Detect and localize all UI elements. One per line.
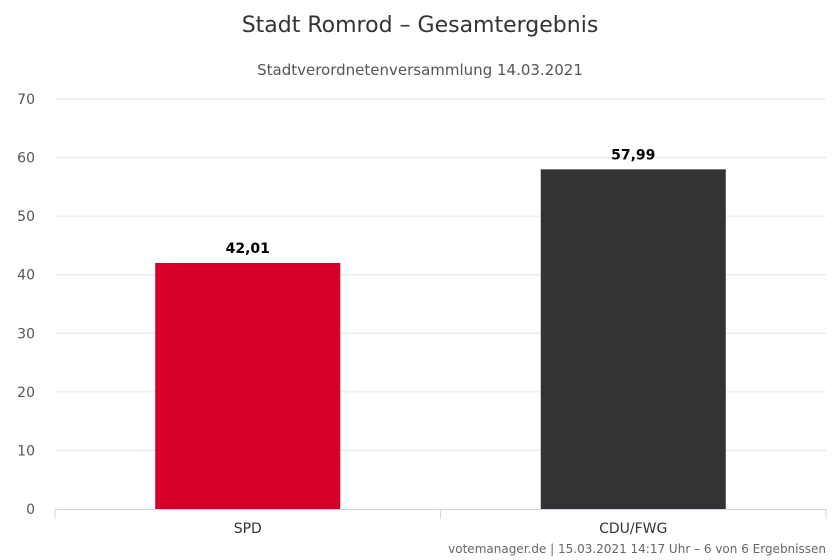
y-tick-label: 30 bbox=[17, 326, 35, 342]
y-tick-label: 60 bbox=[17, 151, 35, 167]
x-tick-label: CDU/FWG bbox=[599, 521, 667, 537]
credits-text[interactable]: votemanager.de | 15.03.2021 14:17 Uhr – … bbox=[448, 542, 826, 556]
x-axis: SPD CDU/FWG bbox=[54, 509, 827, 537]
bar[interactable] bbox=[155, 262, 341, 509]
y-tick-label: 40 bbox=[17, 268, 35, 284]
y-axis-ticks: 0 10 20 30 40 50 60 70 bbox=[17, 92, 35, 518]
x-tick-label: SPD bbox=[234, 521, 262, 537]
y-tick-label: 70 bbox=[17, 92, 35, 108]
y-tick-label: 10 bbox=[17, 443, 35, 459]
data-label: 42,01 bbox=[226, 241, 270, 257]
chart-subtitle: Stadtverordnetenversammlung 14.03.2021 bbox=[257, 61, 583, 79]
y-tick-label: 20 bbox=[17, 385, 35, 401]
chart-title: Stadt Romrod – Gesamtergebnis bbox=[242, 13, 599, 38]
y-tick-label: 0 bbox=[26, 502, 35, 518]
data-label: 57,99 bbox=[611, 147, 655, 163]
bar[interactable] bbox=[540, 169, 726, 509]
bars: 42,01 57,99 bbox=[155, 147, 726, 509]
y-tick-label: 50 bbox=[17, 209, 35, 225]
